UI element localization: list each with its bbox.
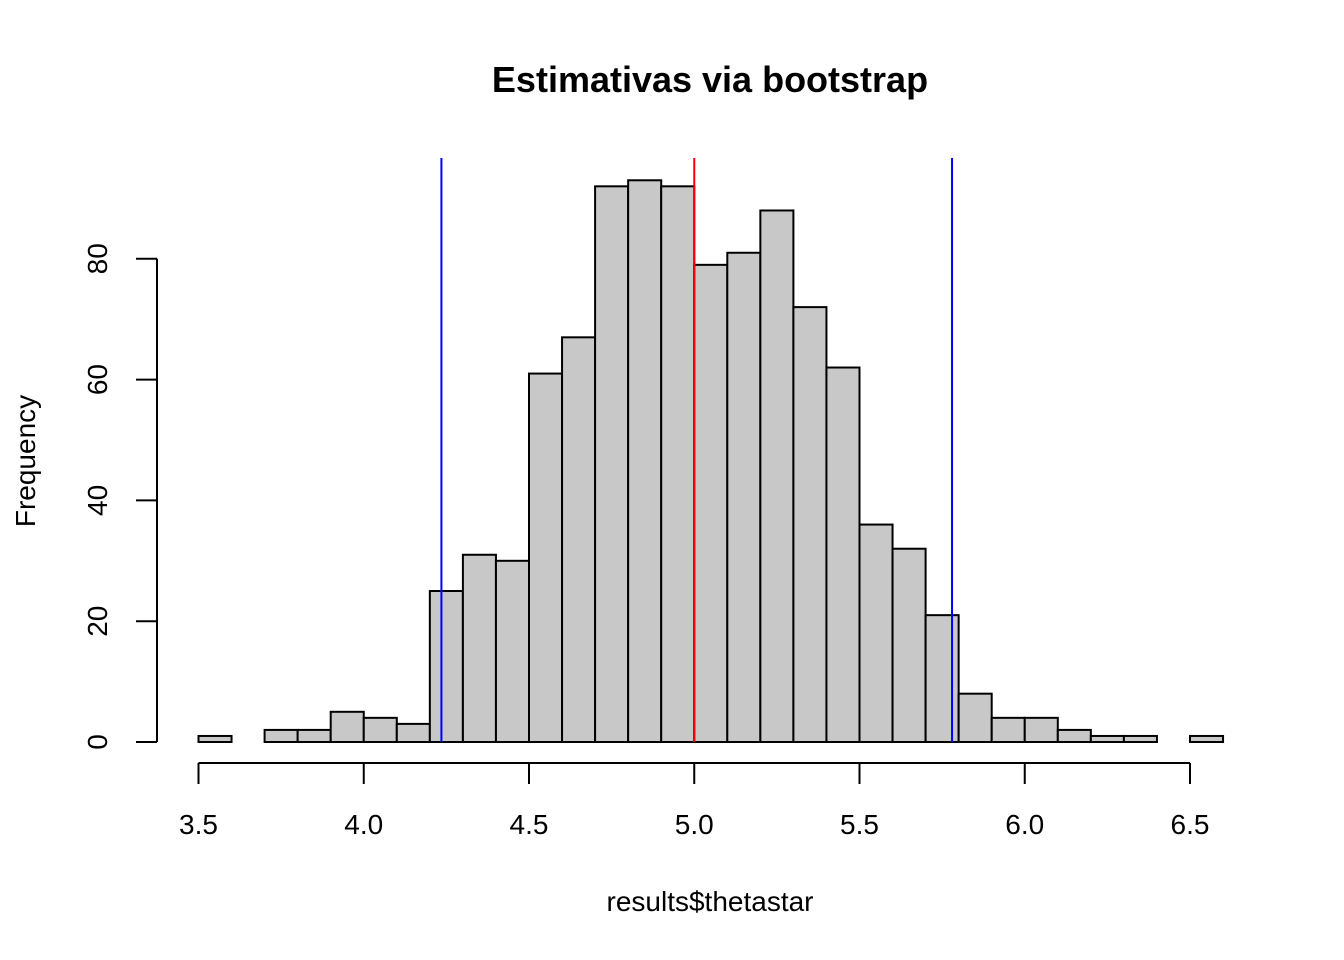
reference-lines-group [440, 158, 954, 742]
histogram-bar [924, 614, 960, 743]
histogram-bar [726, 251, 762, 743]
x-tick-label: 5.0 [675, 809, 714, 840]
histogram-bar [1122, 734, 1158, 744]
histogram-bar [1023, 716, 1059, 744]
x-tick-label: 4.0 [344, 809, 383, 840]
histogram-bar [594, 185, 630, 743]
y-axis: 0 20 40 60 80 [82, 243, 158, 750]
histogram-bar [461, 553, 497, 744]
x-axis-label: results$thetastar [607, 886, 814, 917]
x-tick-label: 4.5 [510, 809, 549, 840]
histogram-bar [759, 209, 795, 744]
histogram-bar [263, 728, 299, 743]
y-tick-label: 60 [82, 364, 113, 395]
histogram-bar [957, 692, 993, 743]
x-axis: 3.5 4.0 4.5 5.0 5.5 6.0 6.5 [179, 762, 1210, 840]
histogram-bar [990, 716, 1026, 744]
y-tick-label: 0 [82, 734, 113, 750]
histogram-bar [1089, 734, 1125, 744]
bars-group [197, 179, 1225, 744]
histogram-bar [858, 523, 894, 743]
histogram-bar [792, 306, 828, 743]
chart-title: Estimativas via bootstrap [492, 59, 928, 100]
y-tick-label: 40 [82, 485, 113, 516]
x-tick-label: 6.5 [1171, 809, 1210, 840]
histogram-bar [197, 734, 233, 744]
histogram-bar [296, 728, 332, 743]
y-tick-label: 80 [82, 243, 113, 274]
y-tick-label: 20 [82, 606, 113, 637]
histogram-bar [329, 710, 365, 743]
histogram-bar [528, 372, 564, 743]
x-tick-label: 3.5 [179, 809, 218, 840]
histogram-bar [627, 179, 663, 743]
histogram-bar [395, 722, 431, 744]
histogram-bar [561, 336, 597, 743]
y-axis-label: Frequency [10, 395, 41, 527]
histogram-bar [825, 366, 861, 743]
histogram-bar [693, 263, 729, 743]
histogram-bar [891, 547, 927, 743]
x-tick-label: 5.5 [840, 809, 879, 840]
histogram-bar [494, 559, 531, 743]
histogram-bar [428, 590, 464, 743]
histogram-bar [660, 185, 696, 743]
histogram-bar [1056, 728, 1092, 743]
x-tick-label: 6.0 [1005, 809, 1044, 840]
histogram-bar [1189, 734, 1225, 744]
histogram-bar [362, 716, 398, 744]
